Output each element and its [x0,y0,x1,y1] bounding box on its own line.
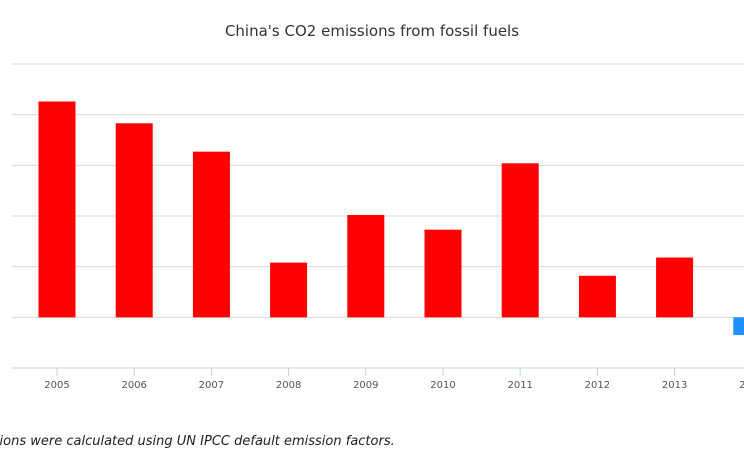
x-tick-label: 2012 [585,380,610,391]
x-tick-label: 2014 [739,380,744,391]
x-tick-label: 2005 [44,380,69,391]
x-tick-label: 2010 [430,380,455,391]
x-tick-label: 2008 [276,380,301,391]
bar-2008[interactable] [270,262,308,318]
bar-2007[interactable] [192,151,230,318]
x-tick-label: 2009 [353,380,378,391]
bar-2014[interactable] [733,317,744,336]
chart-title: China's CO2 emissions from fossil fuels [225,22,519,40]
bar-2011[interactable] [501,163,539,318]
x-tick-label: 2007 [199,380,224,391]
bar-2013[interactable] [656,257,694,318]
footnote: ssions were calculated using UN IPCC def… [0,434,395,449]
x-tick-label: 2011 [507,380,532,391]
x-tick-label: 2013 [662,380,687,391]
bar-2005[interactable] [38,101,76,318]
bar-2010[interactable] [424,229,462,318]
x-tick-label: 2006 [121,380,146,391]
bars [38,101,744,336]
bar-2009[interactable] [347,214,385,318]
bar-2012[interactable] [578,275,616,318]
bar-2006[interactable] [115,123,153,318]
x-axis: 2005 2006 2007 2008 2009 2010 2011 2012 2013 2014 [12,367,744,391]
